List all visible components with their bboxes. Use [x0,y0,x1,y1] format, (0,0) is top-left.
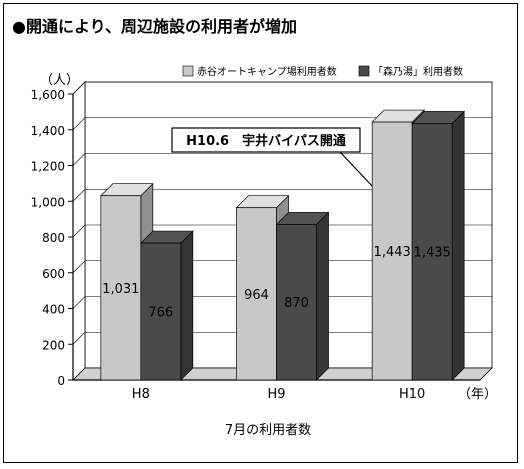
y-tick-label: 1,400 [31,124,65,138]
data-label-H8-series-2: 766 [148,306,173,321]
y-tick-label: 600 [42,267,65,281]
y-tick-label: 800 [42,231,65,245]
bar-front [411,123,453,381]
gridline [72,260,492,273]
data-label-H9-series-1: 964 [244,288,269,303]
x-tick-label-H8: H8 [132,387,150,402]
bar-front [236,207,277,381]
y-tick-label: 1,000 [31,195,65,209]
bar-front [140,242,182,381]
legend-label-series-1: 赤谷オートキャンプ場利用者数 [197,65,337,78]
gridline [72,153,492,166]
y-axis-unit: （人） [40,73,79,88]
gridline [72,81,492,95]
y-tick-label: 400 [42,303,65,317]
legend-swatch-series-2 [358,65,370,77]
x-axis-title: 7月の利用者数 [225,423,311,438]
y-tick-label: 0 [57,374,65,388]
y-tick-label: 1,600 [31,88,65,102]
data-label-H10-series-2: 1,435 [414,246,451,261]
legend: 赤谷オートキャンプ場利用者数 「森乃湯」利用者数 [182,65,463,78]
annotation-box [171,127,361,153]
gridline [72,224,492,238]
bar-front [100,195,142,381]
legend-label-series-2: 「森乃湯」利用者数 [373,65,463,78]
gridline [72,331,492,345]
gridline [72,296,492,309]
y-tick-labels: 0 200 400 600 800 1,000 1,200 1,400 1,600 [31,88,65,388]
bar-front [371,121,413,381]
chart-title: ●開通により、周辺施設の利用者が増加 [12,17,297,36]
y-tick-label: 200 [42,338,65,352]
bar-H10-series-2: 1,435 [411,110,466,381]
bar-side [451,110,465,381]
annotation-text: H10.6 宇井バイパス開通 [186,133,346,149]
data-label-H8-series-1: 1,031 [102,282,139,297]
x-tick-label-H9: H9 [267,387,285,402]
x-axis-unit: （年） [458,387,497,402]
y-tick-label: 1,200 [31,160,65,174]
bar-front [276,224,317,381]
x-tick-labels: H8 H9 H10 [132,387,426,402]
x-tick-label-H10: H10 [399,387,425,402]
bar-H9-series-2: 870 [275,211,330,381]
bars: 1,031 766 964 870 1,443 1,435 [99,109,466,381]
annotation-leader-line [339,151,373,187]
data-label-H10-series-1: 1,443 [374,245,411,260]
gridline [72,188,492,202]
legend-swatch-series-1 [182,65,194,77]
data-label-H9-series-2: 870 [284,296,309,311]
bar-side [316,211,329,381]
bar-side [180,230,194,381]
bar-H8-series-2: 766 [139,230,194,381]
annotation: H10.6 宇井バイパス開通 [171,127,373,187]
gridline [72,117,492,130]
